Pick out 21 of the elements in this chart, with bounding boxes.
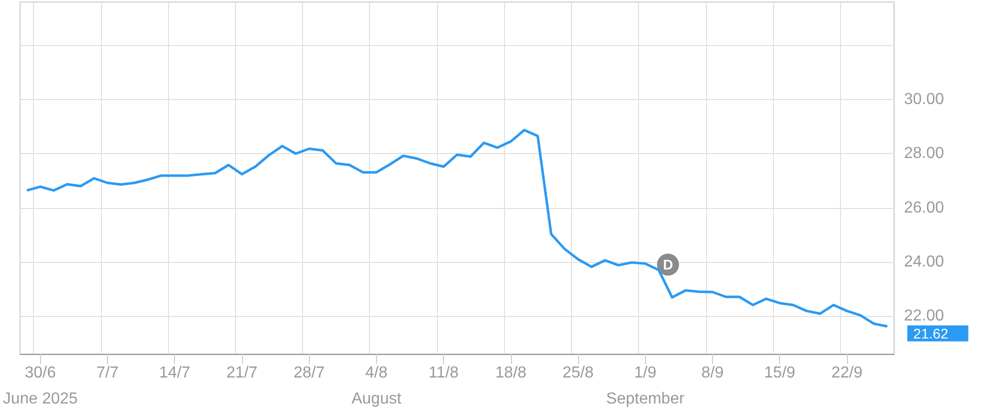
x-tick-label: 22/9 — [831, 364, 863, 382]
x-tick-label: 18/8 — [495, 364, 527, 382]
y-tick-label: 30.00 — [904, 90, 944, 108]
x-tick-label: 14/7 — [159, 364, 190, 382]
x-tick-label: 8/9 — [701, 364, 724, 382]
x-tick-label: 15/9 — [764, 364, 796, 382]
y-tick-label: 26.00 — [904, 199, 944, 216]
x-tick-label: 30/6 June 2025 — [2, 364, 78, 408]
x-tick-label: 4/8 August — [351, 364, 402, 408]
x-tick-label: 11/8 — [428, 364, 459, 382]
line-series — [26, 128, 889, 328]
x-tick-label: 1/9 September — [606, 364, 686, 408]
x-tick-label: 25/8 — [562, 364, 594, 382]
x-tick-label: 7/7 — [96, 364, 119, 382]
annotation: D — [662, 256, 674, 273]
x-tick-label: 21/7 — [226, 364, 258, 382]
data-label: 21.62 — [913, 325, 949, 342]
y-tick-label: 24.00 — [904, 253, 944, 270]
y-tick-label: 22.00 — [904, 308, 944, 325]
x-tick-label: 28/7 — [294, 364, 325, 382]
y-tick-label: 28.00 — [904, 145, 944, 162]
